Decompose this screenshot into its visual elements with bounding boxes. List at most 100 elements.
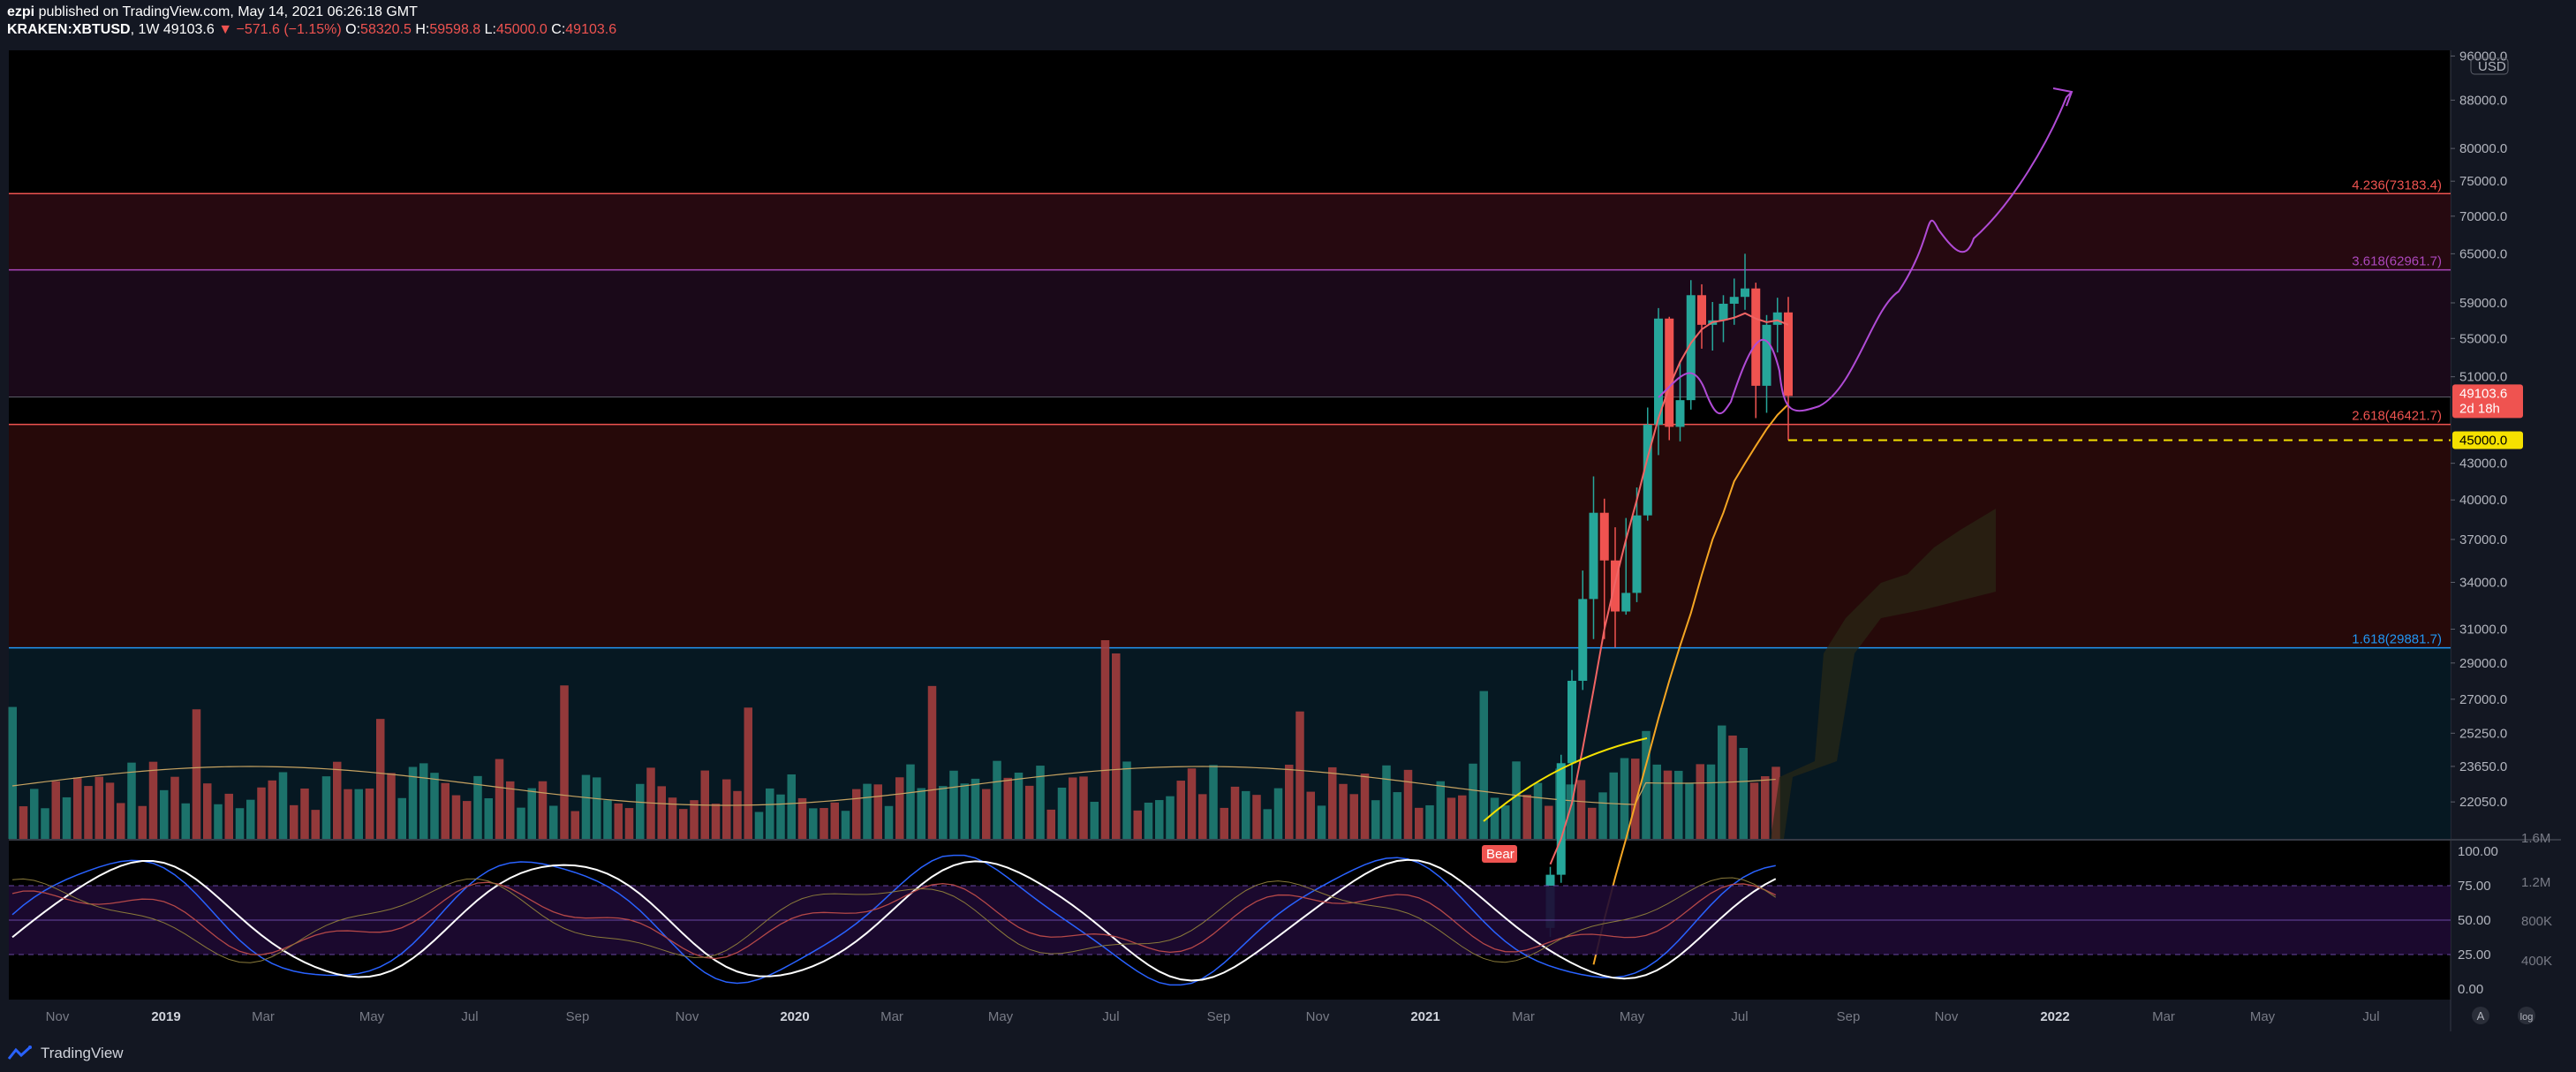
fib-zone: [9, 424, 2451, 648]
candle-body: [1621, 593, 1631, 612]
volume-bar: [1198, 794, 1207, 839]
volume-bar: [1230, 786, 1240, 839]
fib-zone: [9, 193, 2451, 270]
fib-zone: [9, 269, 2451, 397]
volume-ma-line: [11, 766, 1776, 806]
volume-bar: [1522, 794, 1531, 839]
osc-tick-label: 100.00: [2458, 844, 2498, 859]
symbol-name[interactable]: KRAKEN:XBTUSD: [7, 22, 131, 37]
volume-tick-label: 800K: [2521, 914, 2552, 929]
last-price: 49103.6: [162, 22, 215, 37]
interval[interactable]: 1W: [138, 22, 160, 37]
time-axis-label: Mar: [1512, 1009, 1535, 1024]
volume-bar: [1749, 782, 1759, 839]
candle-body: [1568, 680, 1576, 764]
volume-bar: [657, 786, 666, 839]
stoch-k-line: [11, 854, 1776, 986]
volume-tick-label: 400K: [2521, 954, 2552, 969]
price-tick-label: 80000.0: [2459, 141, 2507, 156]
volume-bar: [884, 805, 894, 839]
open-value: 58320.5: [360, 22, 412, 37]
tradingview-brand[interactable]: TradingView: [41, 1045, 124, 1061]
osc-tick-label: 0.00: [2458, 982, 2483, 997]
price-tick-label: 27000.0: [2459, 692, 2507, 707]
volume-bar: [668, 797, 677, 839]
time-axis-label: 2019: [151, 1009, 180, 1024]
volume-bar: [906, 764, 915, 839]
candle-body: [1697, 295, 1706, 325]
candle-body: [1578, 599, 1588, 681]
volume-bar: [397, 797, 406, 839]
volume-bar: [1609, 772, 1618, 839]
candle-body: [1719, 303, 1728, 321]
volume-bar: [560, 685, 569, 839]
volume-bar: [949, 770, 958, 839]
volume-bar: [1598, 792, 1607, 839]
volume-bar: [1674, 770, 1683, 839]
time-axis-label: May: [359, 1009, 385, 1024]
volume-bar: [1739, 748, 1748, 839]
volume-bar: [506, 781, 515, 839]
volume-bar: [311, 810, 320, 839]
volume-bar: [1176, 781, 1185, 839]
volume-bar: [1133, 810, 1142, 839]
candle-body: [1741, 288, 1749, 298]
volume-bar: [971, 778, 980, 839]
price-tick-label: 59000.0: [2459, 296, 2507, 311]
volume-bar: [603, 800, 612, 839]
volume-bar: [1252, 795, 1261, 839]
time-axis-label: May: [2250, 1009, 2276, 1024]
volume-bar: [527, 788, 536, 839]
price-tick-label: 75000.0: [2459, 174, 2507, 189]
volume-bar: [744, 707, 752, 839]
volume-bar: [1046, 809, 1055, 839]
time-axis-label: Nov: [1306, 1009, 1330, 1024]
volume-bar: [852, 789, 861, 839]
volume-bar: [1566, 784, 1575, 839]
currency-label: USD: [2478, 59, 2506, 74]
publish-info: ezpi published on TradingView.com, May 1…: [7, 4, 2568, 21]
candle-body: [1654, 318, 1663, 425]
price-axis-area: [2451, 50, 2576, 1031]
volume-bar: [809, 808, 818, 839]
volume-bar: [787, 774, 796, 839]
time-axis-label: May: [988, 1009, 1014, 1024]
volume-bar: [1242, 790, 1250, 839]
candle-body: [1643, 424, 1652, 516]
volume-bar: [1469, 763, 1477, 839]
time-axis-label: Jul: [1731, 1009, 1748, 1024]
volume-bar: [224, 793, 233, 839]
volume-bar: [203, 783, 212, 839]
volume-bar: [463, 801, 472, 839]
volume-bar: [419, 763, 428, 839]
price-tick-label: 88000.0: [2459, 93, 2507, 108]
author-name[interactable]: ezpi: [7, 4, 35, 19]
volume-bar: [408, 766, 418, 839]
volume-bar: [1533, 782, 1543, 839]
volume-bar: [1144, 802, 1153, 839]
volume-bar: [1436, 781, 1445, 839]
candle-body: [1599, 512, 1609, 561]
volume-bar: [538, 781, 548, 839]
volume-bar: [841, 811, 850, 839]
volume-bar: [321, 776, 331, 839]
volume-bar: [1685, 782, 1694, 839]
volume-bar: [430, 773, 439, 839]
volume-bar: [1187, 768, 1197, 839]
rsi-ma-line: [11, 877, 1777, 963]
volume-bar: [766, 788, 774, 839]
volume-bar: [1036, 766, 1045, 839]
time-axis-label: Sep: [1207, 1009, 1231, 1024]
auto-scale-button: [2472, 1007, 2489, 1024]
price-tick-label: 70000.0: [2459, 209, 2507, 224]
auto-scale-label: A: [2477, 1009, 2485, 1023]
price-tick-label: 22050.0: [2459, 795, 2507, 810]
volume-bar: [278, 772, 288, 839]
volume-bar: [581, 774, 591, 839]
volume-bar: [863, 783, 872, 839]
volume-bar: [127, 762, 136, 839]
time-axis-label: 2021: [1410, 1009, 1439, 1024]
time-axis-label: Mar: [252, 1009, 275, 1024]
volume-bar: [290, 804, 298, 839]
